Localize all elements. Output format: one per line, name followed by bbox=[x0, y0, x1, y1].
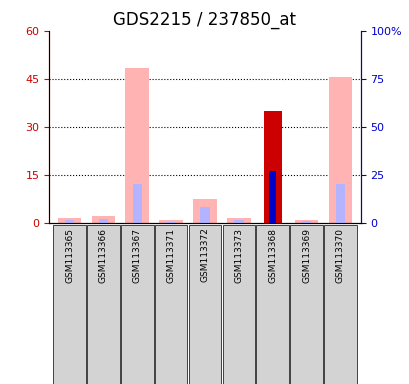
Bar bbox=[269, 171, 276, 223]
Bar bbox=[58, 218, 81, 223]
Bar bbox=[193, 199, 216, 223]
Bar bbox=[335, 184, 344, 223]
Bar bbox=[301, 221, 310, 223]
FancyBboxPatch shape bbox=[87, 225, 119, 384]
Title: GDS2215 / 237850_at: GDS2215 / 237850_at bbox=[113, 12, 296, 30]
FancyBboxPatch shape bbox=[155, 225, 187, 384]
Bar bbox=[125, 68, 149, 223]
Bar bbox=[227, 218, 250, 223]
Bar bbox=[159, 220, 182, 223]
Bar bbox=[65, 220, 74, 223]
Bar bbox=[166, 222, 175, 223]
Bar bbox=[328, 77, 351, 223]
FancyBboxPatch shape bbox=[188, 225, 221, 384]
Bar bbox=[200, 207, 209, 223]
FancyBboxPatch shape bbox=[53, 225, 85, 384]
FancyBboxPatch shape bbox=[290, 225, 322, 384]
Bar bbox=[99, 219, 108, 223]
FancyBboxPatch shape bbox=[256, 225, 288, 384]
FancyBboxPatch shape bbox=[121, 225, 153, 384]
Bar bbox=[263, 111, 281, 223]
Bar bbox=[132, 184, 142, 223]
FancyBboxPatch shape bbox=[324, 225, 356, 384]
FancyBboxPatch shape bbox=[222, 225, 254, 384]
Bar bbox=[234, 220, 243, 223]
Bar bbox=[294, 220, 318, 223]
Bar bbox=[91, 216, 115, 223]
